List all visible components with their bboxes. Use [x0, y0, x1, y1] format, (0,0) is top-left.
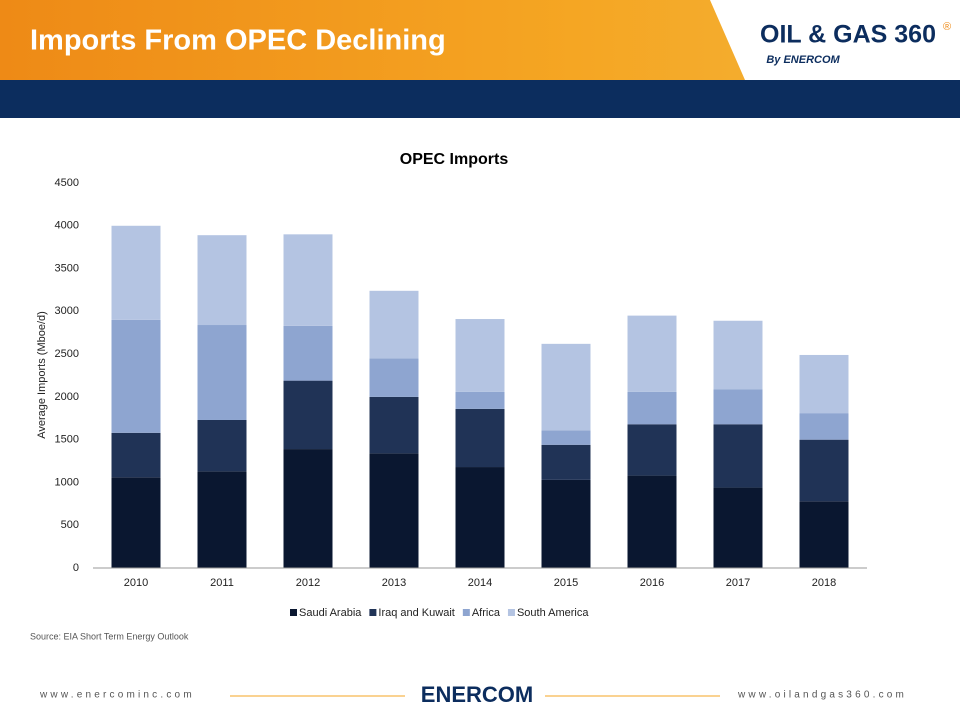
legend: Saudi Arabia Iraq and Kuwait Africa South A…	[290, 607, 589, 619]
bar-segment	[713, 487, 763, 568]
y-tick-label: 500	[61, 519, 79, 531]
chart-title: OPEC Imports	[400, 151, 509, 168]
bar-segment	[713, 320, 763, 390]
logo-sub: By ENERCOM	[766, 54, 840, 66]
bar-segment	[455, 391, 505, 409]
legend-swatch	[290, 609, 297, 616]
bar-segment	[455, 319, 505, 392]
bar-segment	[197, 325, 247, 420]
legend-label: Iraq and Kuwait	[378, 607, 454, 619]
y-tick-label: 4500	[55, 177, 79, 189]
bar-segment	[283, 234, 333, 326]
bar-segment	[713, 389, 763, 425]
legend-swatch	[462, 609, 470, 616]
bar-segment	[111, 477, 161, 568]
bar-segment	[111, 319, 161, 433]
y-tick-label: 3500	[55, 262, 79, 274]
bar-segment	[369, 453, 419, 568]
bar-segment	[197, 419, 247, 472]
x-tick-label: 2010	[124, 577, 148, 589]
bar-segment	[541, 444, 591, 480]
plot: 0 500 1000 1500 2000 2500 3000 3500 4000 4500 2010…	[55, 177, 867, 589]
bar-segment	[799, 501, 849, 568]
footer-left-url: www.enercominc.com	[39, 690, 195, 701]
y-tick-label: 0	[73, 562, 79, 574]
x-tick-label: 2012	[296, 577, 320, 589]
y-tick-label: 4000	[55, 220, 79, 232]
y-tick-label: 2000	[55, 391, 79, 403]
bar-segment	[111, 225, 161, 320]
bar-segment	[627, 315, 677, 392]
legend-label: Saudi Arabia	[299, 607, 362, 619]
legend-swatch	[369, 609, 377, 616]
bar-segment	[799, 413, 849, 440]
y-tick-label: 1500	[55, 434, 79, 446]
legend-label: South America	[517, 607, 589, 619]
bar-segment	[713, 424, 763, 488]
bar-segment	[627, 424, 677, 476]
x-tick-label: 2016	[640, 577, 664, 589]
x-tick-label: 2013	[382, 577, 406, 589]
bar-segment	[283, 380, 333, 450]
bar-segment	[799, 354, 849, 414]
y-tick-label: 2500	[55, 348, 79, 360]
bar-segment	[197, 235, 247, 326]
footer-brand: ENERCOM	[421, 682, 533, 707]
y-tick-label: 3000	[55, 305, 79, 317]
bar-segment	[627, 475, 677, 568]
logo-mark: ®	[943, 21, 951, 33]
bar-segment	[627, 391, 677, 425]
x-tick-label: 2017	[726, 577, 750, 589]
bar-segment	[455, 408, 505, 468]
legend-label: Africa	[472, 607, 501, 619]
y-tick-label: 1000	[55, 476, 79, 488]
bar-segment	[541, 430, 591, 445]
footer-right-url: www.oilandgas360.com	[737, 690, 907, 701]
bar-segment	[283, 325, 333, 381]
bar-segment	[369, 290, 419, 359]
x-tick-label: 2011	[210, 577, 234, 589]
x-tick-label: 2014	[468, 577, 492, 589]
logo-main: OIL & GAS 360	[760, 21, 936, 49]
y-axis-label: Average Imports (Mboe/d)	[36, 311, 48, 439]
source-note: Source: EIA Short Term Energy Outlook	[30, 631, 189, 641]
legend-swatch	[507, 609, 515, 616]
bar-segment	[369, 358, 419, 397]
bar-segment	[111, 432, 161, 478]
bar-segment	[197, 471, 247, 568]
bar-segment	[455, 467, 505, 568]
navy-band	[0, 80, 960, 118]
logo-panel	[710, 0, 960, 80]
bar-segment	[283, 449, 333, 568]
x-tick-label: 2018	[812, 577, 836, 589]
bar-segment	[541, 343, 591, 431]
slide-title: Imports From OPEC Declining	[30, 25, 446, 57]
x-tick-label: 2015	[554, 577, 578, 589]
bar-segment	[541, 479, 591, 568]
bar-segment	[369, 396, 419, 454]
bar-segment	[799, 439, 849, 502]
